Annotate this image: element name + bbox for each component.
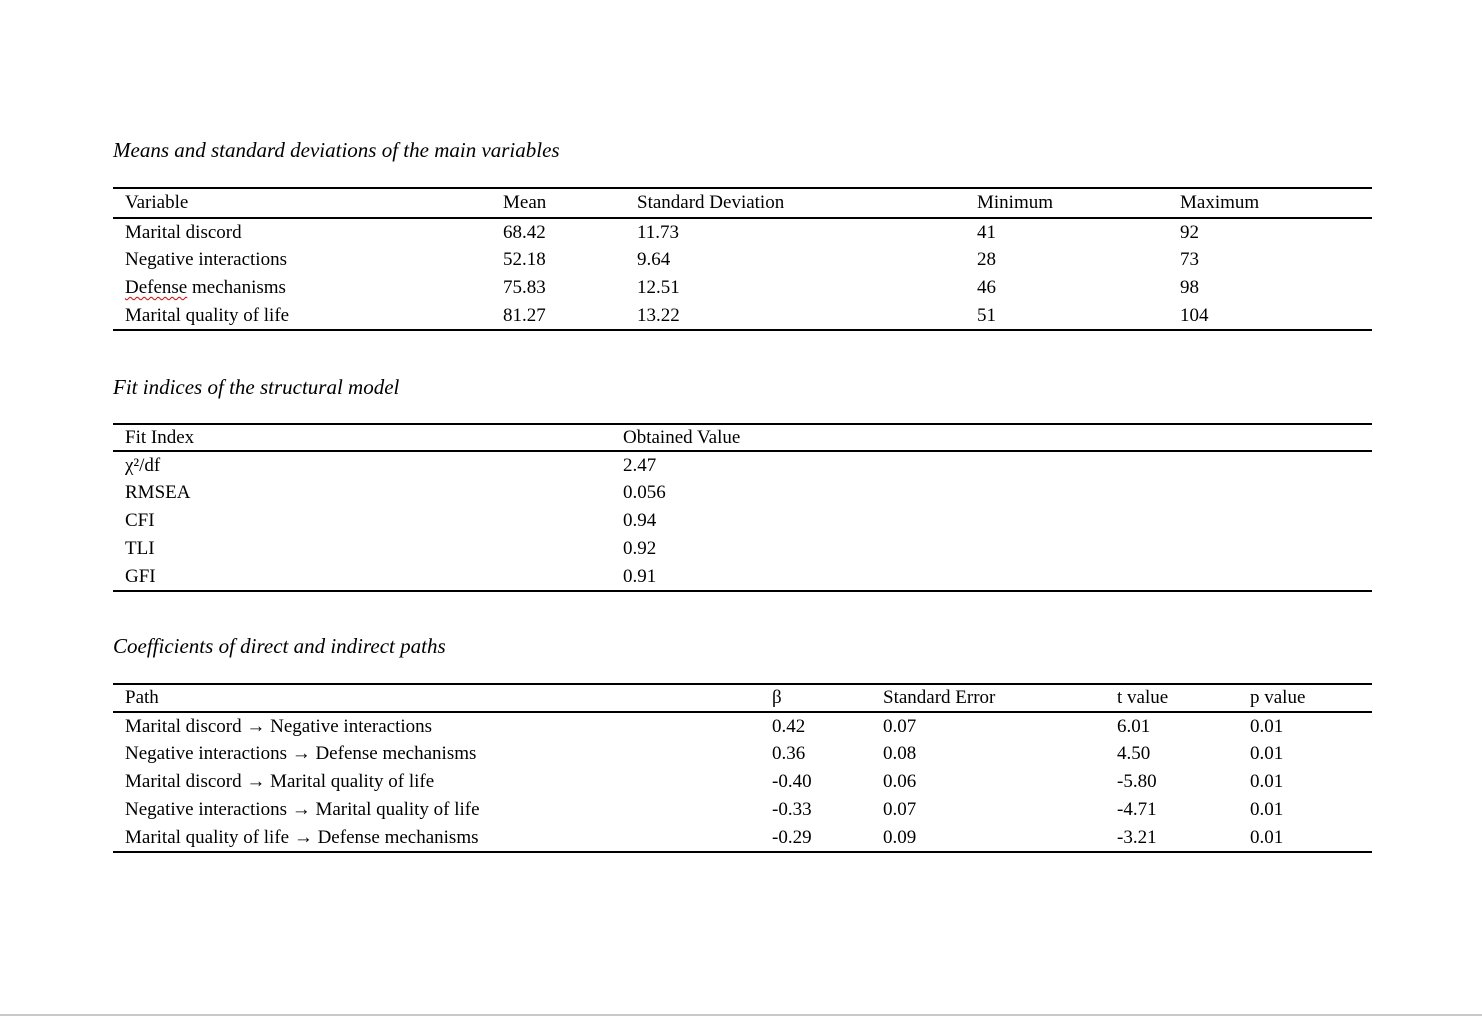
beta-cell: -0.29 (772, 826, 812, 848)
column-header-sd: Standard Deviation (637, 192, 785, 213)
column-header-fit-index: Fit Index (125, 426, 195, 448)
se-cell: 0.07 (883, 715, 917, 737)
mean-cell: 52.18 (503, 249, 546, 270)
max-cell: 104 (1180, 304, 1209, 326)
word-remainder: mechanisms (187, 277, 286, 298)
sd-cell: 13.22 (637, 304, 680, 326)
beta-cell: -0.33 (772, 799, 812, 820)
se-cell: 0.09 (883, 826, 917, 848)
sd-cell: 12.51 (637, 277, 680, 298)
fit-index-cell: TLI (125, 538, 155, 559)
variable-cell: Marital quality of life (125, 304, 290, 326)
p-value-cell: 0.01 (1250, 771, 1284, 792)
obtained-value-cell: 0.92 (623, 538, 657, 559)
header-row: Fit Index Obtained Value (113, 424, 1372, 451)
column-header-beta: β (772, 687, 782, 708)
descriptives-table: Variable Mean Standard Deviation Minimum… (113, 187, 1372, 331)
descriptives-table-caption: Means and standard deviations of the mai… (113, 138, 560, 162)
header-row: Variable Mean Standard Deviation Minimum… (113, 188, 1372, 218)
obtained-value-cell: 0.94 (623, 510, 657, 531)
table-row: Marital quality of life → Defense mechan… (113, 824, 1372, 852)
path-coefficients-table: Path β Standard Error t value p value Ma… (113, 683, 1372, 853)
se-cell: 0.07 (883, 799, 917, 820)
column-header-variable: Variable (125, 192, 189, 213)
path-coefficients-table-caption: Coefficients of direct and indirect path… (113, 634, 446, 658)
table-row: χ²/df 2.47 (113, 451, 1372, 479)
t-value-cell: -3.21 (1117, 826, 1157, 848)
column-header-p-value: p value (1250, 687, 1306, 708)
table-row: Defense mechanisms 75.83 12.51 46 98 (113, 274, 1372, 302)
table-row: Negative interactions 52.18 9.64 28 73 (113, 246, 1372, 274)
max-cell: 92 (1180, 221, 1199, 243)
mean-cell: 68.42 (503, 221, 546, 243)
se-cell: 0.06 (883, 771, 917, 792)
table-row: GFI 0.91 (113, 563, 1372, 591)
obtained-value-cell: 2.47 (623, 454, 657, 476)
p-value-cell: 0.01 (1250, 799, 1284, 820)
column-header-t-value: t value (1117, 687, 1169, 708)
fit-index-cell: χ²/df (125, 454, 161, 476)
table-row: TLI 0.92 (113, 535, 1372, 563)
max-cell: 73 (1180, 249, 1199, 270)
column-header-path: Path (125, 687, 159, 708)
max-cell: 98 (1180, 277, 1199, 298)
table-row: Marital discord 68.42 11.73 41 92 (113, 218, 1372, 246)
column-header-mean: Mean (503, 192, 547, 213)
obtained-value-cell: 0.91 (623, 565, 657, 587)
min-cell: 46 (977, 277, 996, 298)
path-cell: Negative interactions → Defense mechanis… (125, 743, 477, 764)
sd-cell: 9.64 (637, 249, 671, 270)
min-cell: 28 (977, 249, 996, 270)
fit-index-cell: RMSEA (125, 482, 191, 503)
sd-cell: 11.73 (637, 221, 680, 243)
t-value-cell: 4.50 (1117, 743, 1151, 764)
se-cell: 0.08 (883, 743, 917, 764)
mean-cell: 75.83 (503, 277, 546, 298)
fit-index-cell: GFI (125, 565, 156, 587)
column-header-obtained-value: Obtained Value (623, 426, 741, 448)
p-value-cell: 0.01 (1250, 715, 1284, 737)
column-header-max: Maximum (1180, 192, 1260, 213)
path-cell: Marital discord → Negative interactions (125, 715, 433, 737)
p-value-cell: 0.01 (1250, 743, 1284, 764)
t-value-cell: -4.71 (1117, 799, 1157, 820)
variable-cell: Negative interactions (125, 249, 287, 270)
mean-cell: 81.27 (503, 304, 546, 326)
table-row: Marital discord → Negative interactions … (113, 712, 1372, 740)
path-cell: Marital discord → Marital quality of lif… (125, 771, 435, 792)
p-value-cell: 0.01 (1250, 826, 1284, 848)
table-row: RMSEA 0.056 (113, 479, 1372, 507)
table-row: Negative interactions → Defense mechanis… (113, 740, 1372, 768)
t-value-cell: -5.80 (1117, 771, 1157, 792)
beta-cell: 0.36 (772, 743, 806, 764)
fit-index-cell: CFI (125, 510, 155, 531)
variable-cell: Marital discord (125, 221, 242, 243)
fit-indices-table-caption: Fit indices of the structural model (113, 375, 400, 399)
page-bottom-edge (0, 1014, 1482, 1016)
header-row: Path β Standard Error t value p value (113, 684, 1372, 712)
table-row: Negative interactions → Marital quality … (113, 796, 1372, 824)
table-row: CFI 0.94 (113, 507, 1372, 535)
t-value-cell: 6.01 (1117, 715, 1151, 737)
fit-indices-table: Fit Index Obtained Value χ²/df 2.47 RMSE… (113, 423, 1372, 592)
beta-cell: 0.42 (772, 715, 806, 737)
path-cell: Marital quality of life → Defense mechan… (125, 826, 479, 848)
obtained-value-cell: 0.056 (623, 482, 666, 503)
beta-cell: -0.40 (772, 771, 812, 792)
table-row: Marital discord → Marital quality of lif… (113, 768, 1372, 796)
min-cell: 51 (977, 304, 996, 326)
min-cell: 41 (977, 221, 996, 243)
table-row: Marital quality of life 81.27 13.22 51 1… (113, 302, 1372, 330)
path-cell: Negative interactions → Marital quality … (125, 799, 480, 820)
column-header-se: Standard Error (883, 687, 996, 708)
misspelled-word: Defense (125, 277, 188, 298)
variable-cell: Defense mechanisms (113, 274, 503, 302)
column-header-min: Minimum (977, 192, 1054, 213)
